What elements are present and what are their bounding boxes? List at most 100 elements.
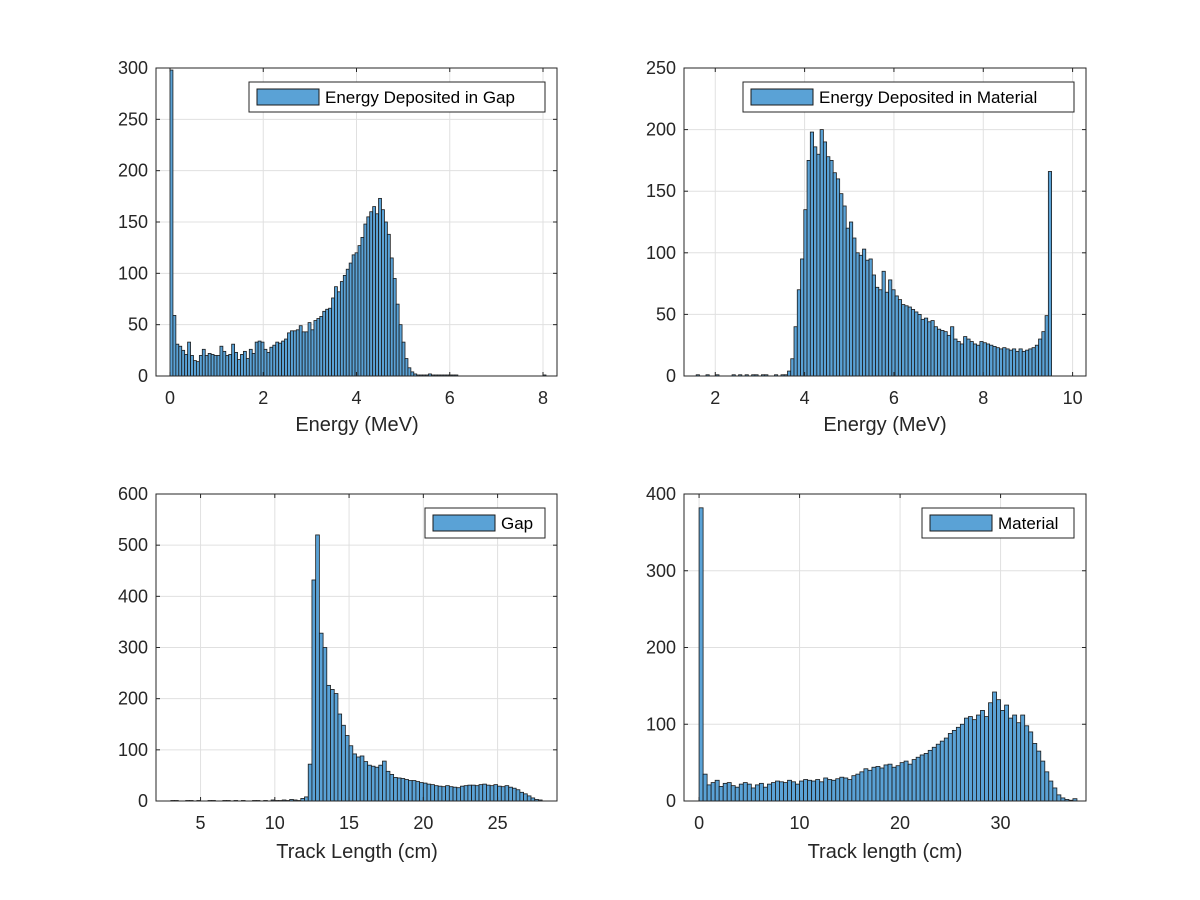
gap-energy-ytick-label: 100	[118, 263, 148, 283]
material-energy-bar	[924, 317, 929, 377]
gap-track-xlabel: Track Length (cm)	[276, 841, 438, 863]
gap-energy-bar	[345, 268, 350, 377]
gap-energy-bar	[172, 315, 177, 377]
material-track-bar	[915, 756, 921, 802]
material-energy-bar	[904, 305, 909, 377]
material-energy-bar	[995, 347, 1000, 377]
gap-track-bar	[448, 786, 454, 802]
gap-energy-bar	[310, 329, 315, 377]
material-track-bar	[996, 699, 1001, 802]
material-track-legend-label: Material	[998, 514, 1058, 533]
gap-energy-bar	[287, 332, 291, 377]
gap-track-bar	[404, 779, 409, 802]
material-energy-bar	[953, 338, 958, 377]
gap-energy-bar	[398, 324, 403, 377]
gap-energy-bar	[301, 331, 306, 377]
material-energy-xtick-label: 4	[800, 388, 810, 408]
material-track-bar	[992, 691, 997, 802]
gap-track-bar	[333, 693, 339, 802]
material-energy-bar	[927, 321, 932, 377]
gap-energy-bar	[237, 359, 241, 377]
material-track-bar	[839, 776, 845, 802]
gap-track-bar	[460, 785, 465, 802]
material-track-bar	[827, 779, 833, 802]
gap-track-bar	[393, 777, 398, 802]
gap-track-bar	[434, 785, 439, 802]
gap-energy-bar	[401, 341, 406, 377]
gap-energy-bar	[384, 221, 388, 377]
gap-energy-bar	[337, 291, 341, 377]
material-energy-bar	[999, 348, 1004, 377]
gap-energy-bar	[386, 233, 391, 377]
material-energy-bar	[985, 343, 991, 377]
gap-energy-bar	[210, 354, 215, 377]
gap-energy-ytick-label: 150	[118, 212, 148, 232]
gap-energy-xlabel: Energy (MeV)	[295, 414, 418, 436]
material-energy-bar	[819, 129, 824, 377]
gap-energy-bar	[325, 308, 330, 377]
material-energy-bar	[1008, 349, 1013, 377]
gap-track-bar	[474, 785, 480, 802]
gap-track-xtick-label: 20	[413, 813, 433, 833]
gap-track-bar	[389, 773, 395, 802]
gap-energy-bar	[378, 197, 382, 377]
material-energy-bar	[897, 299, 903, 377]
material-track-bar	[1052, 787, 1058, 802]
gap-track-bar	[344, 735, 350, 802]
material-energy-bar	[852, 237, 857, 377]
gap-energy-bar	[363, 223, 368, 377]
material-track-bar	[771, 782, 776, 802]
material-track-ytick-label: 200	[646, 638, 676, 658]
material-energy-bar	[933, 326, 938, 377]
material-energy-bar	[822, 141, 828, 377]
material-energy-bar	[1034, 344, 1039, 377]
gap-energy-bar	[193, 360, 197, 377]
gap-track-bar	[515, 789, 521, 802]
gap-energy-bar	[334, 286, 338, 377]
gap-energy-bar	[263, 348, 268, 377]
material-energy-bar	[891, 289, 896, 377]
gap-energy-bar	[222, 350, 227, 377]
material-track-bar	[963, 717, 969, 802]
gap-energy-bar	[366, 216, 371, 377]
gap-track-legend-swatch	[432, 514, 496, 532]
gap-energy-bar	[248, 348, 253, 377]
gap-energy-bar	[313, 320, 318, 377]
material-track-bar	[823, 777, 829, 802]
material-track-ytick-label: 300	[646, 561, 676, 581]
gap-energy-bar	[351, 254, 356, 377]
material-track-length-histogram: Track length (cm) 0 10 20 300100200300400Ma…	[646, 484, 1087, 863]
material-energy-bar	[832, 172, 837, 377]
material-energy-bar	[796, 289, 801, 377]
material-track-bar	[976, 714, 981, 802]
gap-energy-bar	[198, 355, 203, 377]
material-track-bar	[726, 782, 732, 802]
material-track-bar	[718, 786, 724, 802]
gap-energy-bar	[234, 351, 238, 377]
gap-energy-bar	[201, 348, 206, 377]
gap-track-bar	[508, 786, 513, 802]
gap-track-ytick-label: 200	[118, 689, 148, 709]
gap-track-bar	[382, 760, 387, 802]
material-energy-bar	[976, 344, 981, 377]
gap-track-bar	[523, 793, 528, 802]
material-energy-bar	[816, 153, 821, 377]
gap-track-bar	[348, 745, 354, 802]
material-track-bar	[815, 779, 821, 802]
gap-track-bar	[304, 796, 309, 802]
gap-energy-bar	[307, 322, 312, 377]
material-track-bar	[750, 787, 756, 802]
gap-energy-bar	[298, 325, 303, 377]
material-track-bar	[911, 759, 917, 802]
gap-track-bar	[330, 689, 335, 802]
material-track-bar	[899, 762, 905, 802]
material-track-bar	[1004, 704, 1010, 802]
gap-energy-bar	[304, 331, 309, 377]
material-energy-bar	[875, 286, 880, 377]
material-energy-bar	[1005, 348, 1010, 377]
gap-track-bar	[441, 786, 447, 802]
material-track-bar	[875, 766, 881, 802]
gap-energy-bar	[245, 358, 250, 377]
material-track-bar	[871, 766, 877, 802]
